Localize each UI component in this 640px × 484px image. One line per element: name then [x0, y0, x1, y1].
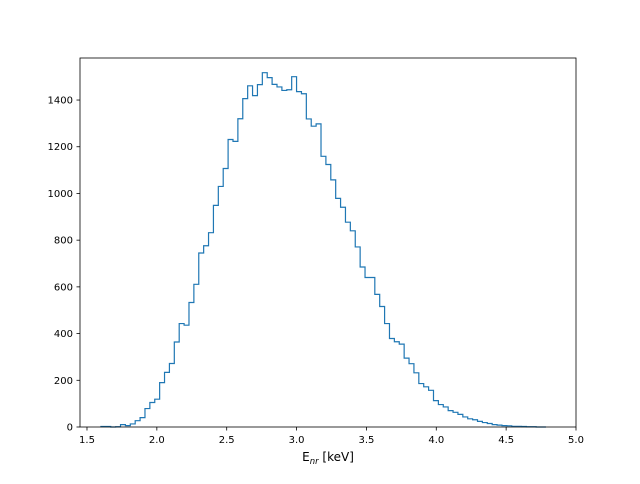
x-tick-label: 2.5 [219, 435, 235, 446]
y-tick-label: 1400 [48, 96, 73, 107]
y-tick-label: 800 [54, 236, 73, 247]
y-tick-label: 1200 [48, 142, 73, 153]
y-tick-label: 0 [67, 423, 73, 434]
plot-area [100, 72, 546, 428]
histogram-series [100, 72, 546, 428]
x-axis: 1.5 2.0 2.5 3.0 3.5 4.0 4.5 5.0 [79, 427, 584, 446]
x-tick-label: 1.5 [79, 435, 95, 446]
y-axis: 0 200 400 600 800 1000 1200 1400 [48, 96, 80, 434]
axes-frame [79, 57, 577, 428]
x-tick-label: 3.0 [289, 435, 305, 446]
x-tick-label: 5.0 [568, 435, 584, 446]
x-tick-label: 4.5 [498, 435, 514, 446]
x-axis-label-subscript: nr [310, 457, 319, 467]
x-tick-label: 2.0 [149, 435, 165, 446]
y-tick-label: 600 [54, 282, 73, 293]
x-axis-label-main: E [302, 450, 310, 464]
x-axis-label: Enr [keV] [302, 450, 354, 467]
x-tick-label: 3.5 [358, 435, 374, 446]
x-tick-label: 4.0 [428, 435, 444, 446]
y-tick-label: 1000 [48, 189, 73, 200]
y-tick-label: 400 [54, 329, 73, 340]
x-axis-label-unit: [keV] [319, 450, 354, 464]
y-tick-label: 200 [54, 376, 73, 387]
